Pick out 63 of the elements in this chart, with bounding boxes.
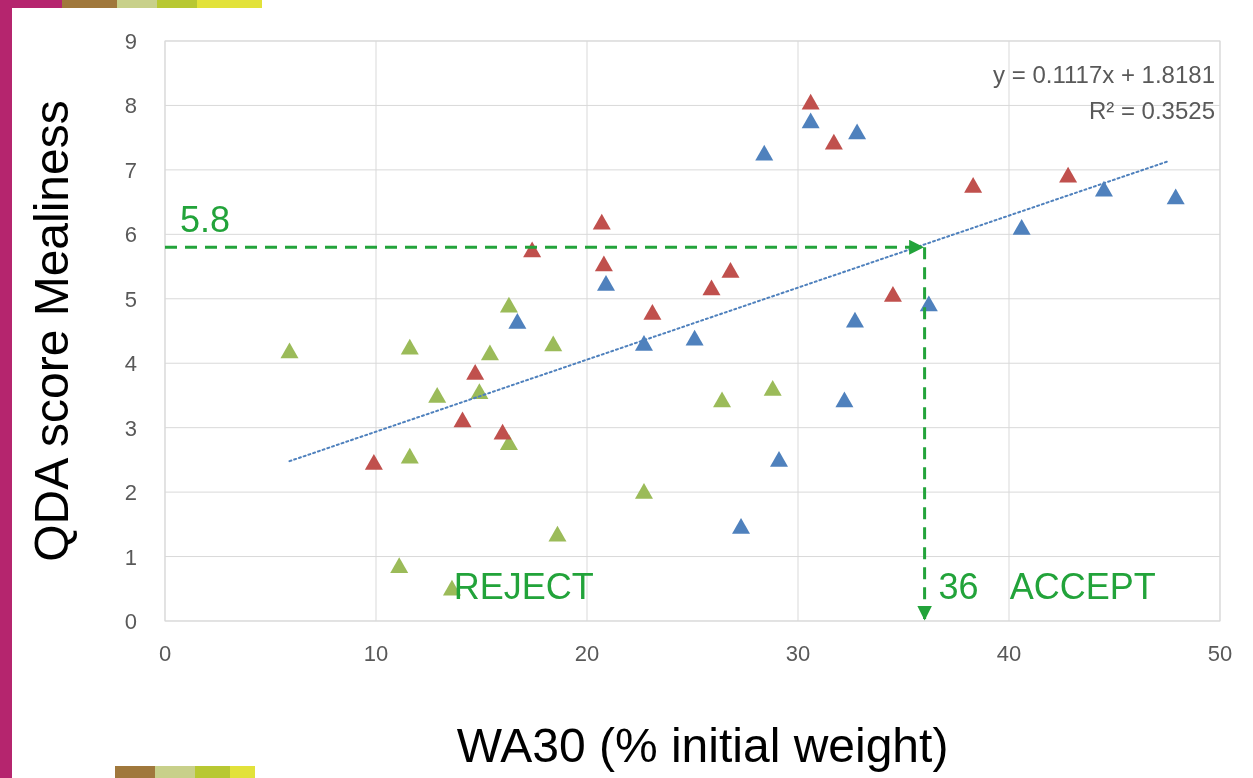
x-tick-label: 10 — [363, 641, 389, 666]
point — [964, 177, 983, 193]
y-tick-label: 1 — [124, 544, 137, 570]
point — [835, 391, 854, 408]
x-tick-label: 50 — [1207, 641, 1233, 666]
annotation: ACCEPT — [1009, 566, 1156, 607]
x-tick-label: 40 — [996, 641, 1022, 666]
point — [544, 335, 563, 352]
point — [280, 342, 299, 359]
annotation: R² = 0.3525 — [1088, 97, 1215, 124]
point — [499, 296, 518, 313]
point — [848, 123, 867, 140]
point — [493, 423, 512, 440]
point — [643, 303, 662, 320]
point — [390, 557, 409, 573]
point — [592, 213, 611, 230]
y-tick-label: 0 — [124, 609, 137, 634]
point — [594, 255, 613, 272]
x-tick-label: 0 — [158, 641, 172, 666]
point — [732, 517, 751, 534]
point — [883, 285, 902, 302]
point — [763, 380, 782, 396]
y-tick-label: 6 — [124, 222, 137, 248]
y-tick-label: 2 — [124, 480, 137, 506]
point — [713, 391, 732, 408]
point — [548, 525, 567, 542]
ref-line-label: 36 — [938, 566, 979, 607]
annotation: y = 0.1117x + 1.8181 — [993, 61, 1215, 88]
y-tick-label: 4 — [124, 351, 137, 377]
point — [801, 93, 820, 110]
point — [801, 112, 820, 129]
point — [702, 279, 721, 296]
y-tick-label: 5 — [124, 286, 137, 312]
ref-line-label: 5.8 — [180, 199, 231, 241]
point — [1059, 166, 1078, 183]
y-axis-title: QDA score Mealiness — [25, 100, 78, 562]
point — [685, 329, 704, 346]
y-tick-label: 7 — [124, 157, 137, 183]
point — [721, 262, 740, 278]
point — [824, 133, 843, 150]
point — [634, 334, 653, 351]
point — [453, 411, 472, 428]
y-tick-label: 3 — [124, 415, 137, 441]
y-tick-label: 9 — [124, 29, 137, 54]
point — [845, 311, 864, 328]
point — [400, 338, 419, 355]
point — [400, 447, 419, 464]
x-tick-label: 20 — [574, 641, 600, 666]
point — [755, 144, 774, 161]
point — [480, 344, 499, 361]
point — [1012, 218, 1031, 235]
point — [508, 312, 527, 329]
point — [770, 450, 789, 467]
point — [364, 454, 383, 470]
y-tick-label: 8 — [124, 93, 137, 119]
point — [596, 274, 615, 291]
annotation: REJECT — [453, 566, 594, 607]
point — [428, 387, 447, 403]
point — [634, 483, 653, 499]
point — [466, 363, 485, 380]
x-axis-title: WA30 (% initial weight) — [456, 719, 949, 772]
x-tick-label: 30 — [785, 641, 811, 666]
point — [1166, 188, 1185, 205]
